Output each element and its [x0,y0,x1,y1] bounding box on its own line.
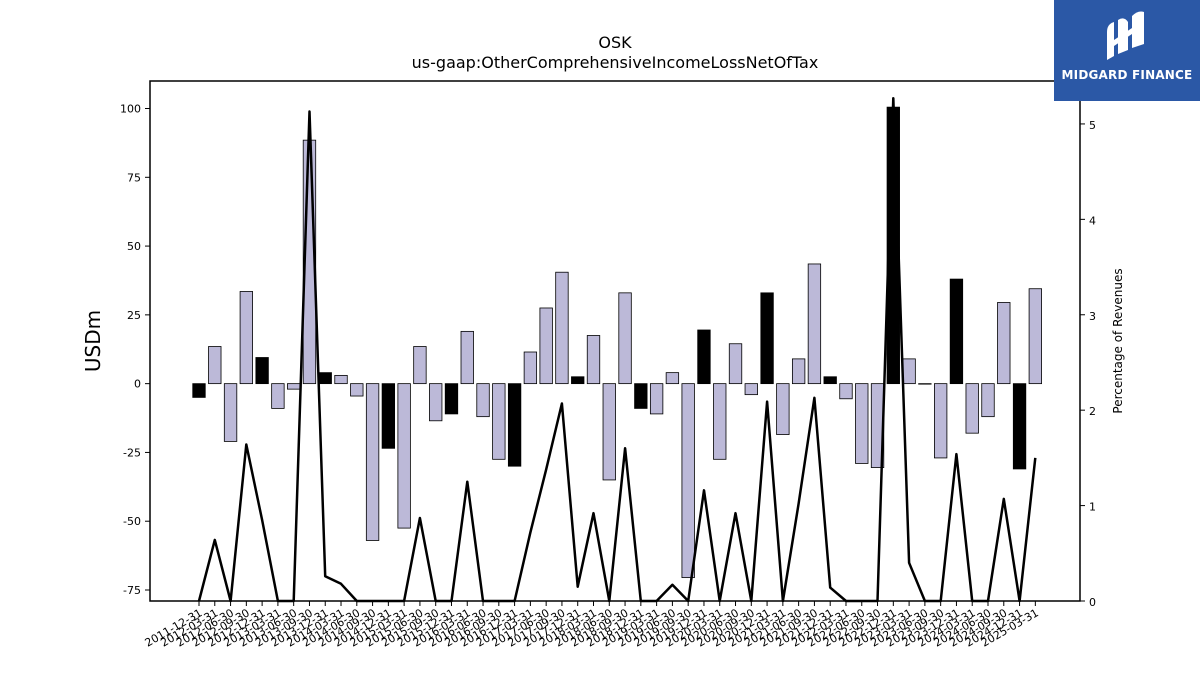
bar [1028,288,1042,385]
midgard-finance-logo: MIDGARD FINANCE [1054,0,1200,101]
bar [350,383,364,397]
y-tick-label-left: -25 [123,446,141,459]
bar-series [192,106,1042,579]
bar [507,383,522,467]
bar [839,383,853,400]
y-tick-label-left: 50 [127,240,141,253]
bar [365,383,380,541]
bar [949,278,964,385]
bar [1012,383,1027,470]
y-tick-label-right: 0 [1089,596,1096,609]
logo-text: MIDGARD FINANCE [1061,68,1193,82]
bar [523,351,538,385]
bar [634,383,648,409]
bar [902,358,916,385]
y-tick-label-left: 25 [127,309,141,322]
bar [855,383,869,464]
bar [429,383,443,422]
y-axis-label-right: Percentage of Revenues [1111,268,1125,413]
bar [760,292,774,385]
bar [460,330,474,385]
bar [271,383,285,409]
bar [318,372,332,385]
bar [476,383,490,418]
bar [381,383,396,449]
revenue-percentage-line [197,96,1037,603]
bar [776,383,790,435]
y-tick-label-left: 100 [120,103,141,116]
y-tick-label-right: 2 [1089,405,1096,418]
y-tick-label-right: 5 [1089,119,1096,132]
bar [444,383,459,415]
bar [823,376,837,385]
chart-title: OSK [598,33,632,52]
bar [413,346,427,385]
bar [586,335,601,385]
bar [791,358,806,385]
bar [681,383,695,579]
bar [223,383,238,442]
bar [744,383,758,396]
bar [255,357,269,385]
y-tick-label-left: 75 [127,171,141,184]
bar [713,383,727,460]
bar [492,383,506,460]
bar [728,343,743,385]
bar [192,383,206,398]
chart-subtitle: us-gaap:OtherComprehensiveIncomeLossNetO… [412,53,819,72]
y-axis-label-left: USDm [81,310,105,372]
bar [665,372,680,385]
bar [397,383,411,529]
y-tick-label-right: 3 [1089,310,1096,323]
y-tick-label-left: -50 [123,515,141,528]
bar [649,383,664,415]
bar [287,383,301,390]
bar [539,307,553,385]
bar [934,383,948,459]
midgard-logo-icon [1107,11,1144,60]
bar [807,263,822,385]
series-line [197,96,1037,603]
bar [208,346,222,385]
bar [918,383,932,385]
y-tick-label-right: 1 [1089,501,1096,514]
bar [239,291,253,385]
plot-frame [149,80,1081,602]
bar [997,302,1011,385]
y-tick-label-left: 0 [134,378,141,391]
bar [602,383,616,481]
bar [981,383,995,418]
bar [618,292,632,385]
y-tick-label-right: 4 [1089,214,1096,227]
bar [555,271,569,385]
bar [334,374,348,385]
bar [697,329,711,385]
bar [571,376,585,385]
bar [965,383,979,434]
y-tick-label-left: -75 [123,584,141,597]
